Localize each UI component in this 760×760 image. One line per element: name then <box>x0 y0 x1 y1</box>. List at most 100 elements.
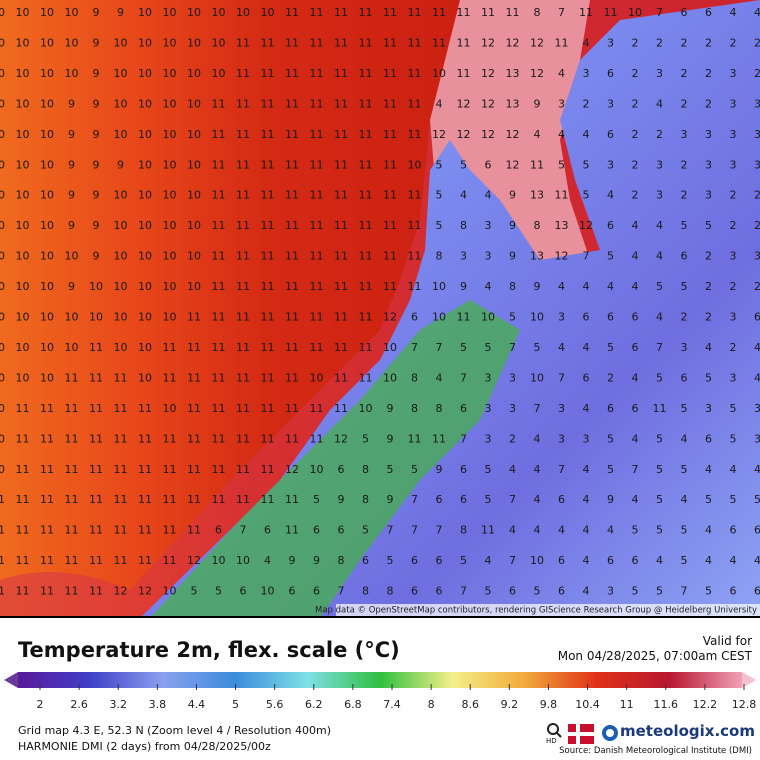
grid-value: 6 <box>607 128 614 141</box>
grid-value: 5 <box>656 463 663 476</box>
colorbar-tick-label: 9.2 <box>501 698 519 711</box>
valid-time: Mon 04/28/2025, 07:00am CEST <box>557 649 752 663</box>
grid-value: 8 <box>436 402 443 415</box>
grid-value: 2 <box>681 189 688 202</box>
grid-value: 11 <box>481 524 495 537</box>
grid-value: 5 <box>656 280 663 293</box>
grid-value: 11 <box>359 6 373 19</box>
grid-value: 6 <box>215 524 222 537</box>
grid-value: 11 <box>212 341 226 354</box>
grid-value: 13 <box>506 67 520 80</box>
grid-value: 6 <box>264 524 271 537</box>
colorbar-tick-label: 4.4 <box>188 698 206 711</box>
grid-value: 9 <box>460 280 467 293</box>
grid-value: 4 <box>583 402 590 415</box>
grid-value: 11 <box>285 524 299 537</box>
grid-value: 5 <box>485 463 492 476</box>
grid-value: 3 <box>485 432 492 445</box>
grid-value: 2 <box>632 189 639 202</box>
grid-value: 5 <box>681 280 688 293</box>
grid-value: 6 <box>681 250 688 263</box>
grid-value: 7 <box>509 341 516 354</box>
grid-value: 6 <box>607 67 614 80</box>
grid-value: 6 <box>607 402 614 415</box>
grid-value: 3 <box>730 128 737 141</box>
grid-value: 10 <box>16 371 30 384</box>
grid-value: 4 <box>583 280 590 293</box>
colorbar-tick-label: 12.2 <box>693 698 718 711</box>
grid-value: 5 <box>534 341 541 354</box>
zoom-icon[interactable] <box>545 722 565 744</box>
grid-value: 11 <box>408 280 422 293</box>
grid-value: 5 <box>607 250 614 263</box>
grid-value: 9 <box>68 158 75 171</box>
grid-value: 10 <box>114 36 128 49</box>
grid-value: 8 <box>362 463 369 476</box>
grid-value: 10 <box>212 36 226 49</box>
grid-value: 11 <box>0 585 5 598</box>
grid-value: 2 <box>754 280 760 293</box>
grid-value: 5 <box>607 341 614 354</box>
grid-value: 4 <box>558 128 565 141</box>
grid-value: 10 <box>138 219 152 232</box>
grid-value: 6 <box>460 402 467 415</box>
grid-value: 5 <box>411 463 418 476</box>
grid-value: 11 <box>408 189 422 202</box>
grid-value: 10 <box>212 67 226 80</box>
grid-value: 9 <box>68 219 75 232</box>
grid-value: 9 <box>436 463 443 476</box>
grid-value: 11 <box>65 402 79 415</box>
grid-value: 12 <box>481 97 495 110</box>
grid-value: 13 <box>555 219 569 232</box>
grid-value: 2 <box>705 311 712 324</box>
grid-value: 6 <box>436 554 443 567</box>
grid-value: 2 <box>730 341 737 354</box>
grid-value: 11 <box>261 219 275 232</box>
grid-value: 3 <box>558 311 565 324</box>
grid-value: 11 <box>0 524 5 537</box>
grid-value: 4 <box>656 250 663 263</box>
grid-value: 10 <box>114 128 128 141</box>
grid-value: 11 <box>383 67 397 80</box>
colorbar-tick-label: 8.6 <box>461 698 479 711</box>
grid-value: 10 <box>236 554 250 567</box>
grid-value: 2 <box>681 311 688 324</box>
grid-value: 5 <box>681 524 688 537</box>
grid-value: 10 <box>40 250 54 263</box>
grid-value: 9 <box>509 219 516 232</box>
grid-value: 11 <box>310 67 324 80</box>
grid-value: 11 <box>285 128 299 141</box>
grid-value: 2 <box>632 128 639 141</box>
grid-value: 10 <box>163 402 177 415</box>
grid-value: 11 <box>383 189 397 202</box>
grid-value: 11 <box>138 432 152 445</box>
grid-value: 10 <box>628 6 642 19</box>
grid-value: 11 <box>285 371 299 384</box>
grid-value: 10 <box>16 311 30 324</box>
grid-value: 4 <box>534 524 541 537</box>
grid-value: 10 <box>432 280 446 293</box>
brand[interactable]: meteologix.com <box>620 722 755 740</box>
grid-value: 9 <box>387 402 394 415</box>
grid-value: 7 <box>632 463 639 476</box>
grid-value: 11 <box>138 524 152 537</box>
grid-value: 4 <box>632 371 639 384</box>
grid-value: 9 <box>93 36 100 49</box>
grid-value: 6 <box>632 311 639 324</box>
grid-value: 11 <box>359 311 373 324</box>
grid-value: 11 <box>187 463 201 476</box>
colorbar-tick-label: 9.8 <box>540 698 558 711</box>
grid-value: 11 <box>236 280 250 293</box>
grid-value: 11 <box>334 36 348 49</box>
grid-value: 6 <box>730 524 737 537</box>
grid-value: 3 <box>509 371 516 384</box>
grid-value: 11 <box>138 493 152 506</box>
grid-value: 10 <box>187 128 201 141</box>
grid-value: 10 <box>0 189 5 202</box>
grid-value: 10 <box>138 311 152 324</box>
grid-value: 3 <box>730 371 737 384</box>
grid-value: 10 <box>16 341 30 354</box>
grid-value: 11 <box>187 311 201 324</box>
grid-value: 11 <box>310 341 324 354</box>
grid-value: 11 <box>530 158 544 171</box>
